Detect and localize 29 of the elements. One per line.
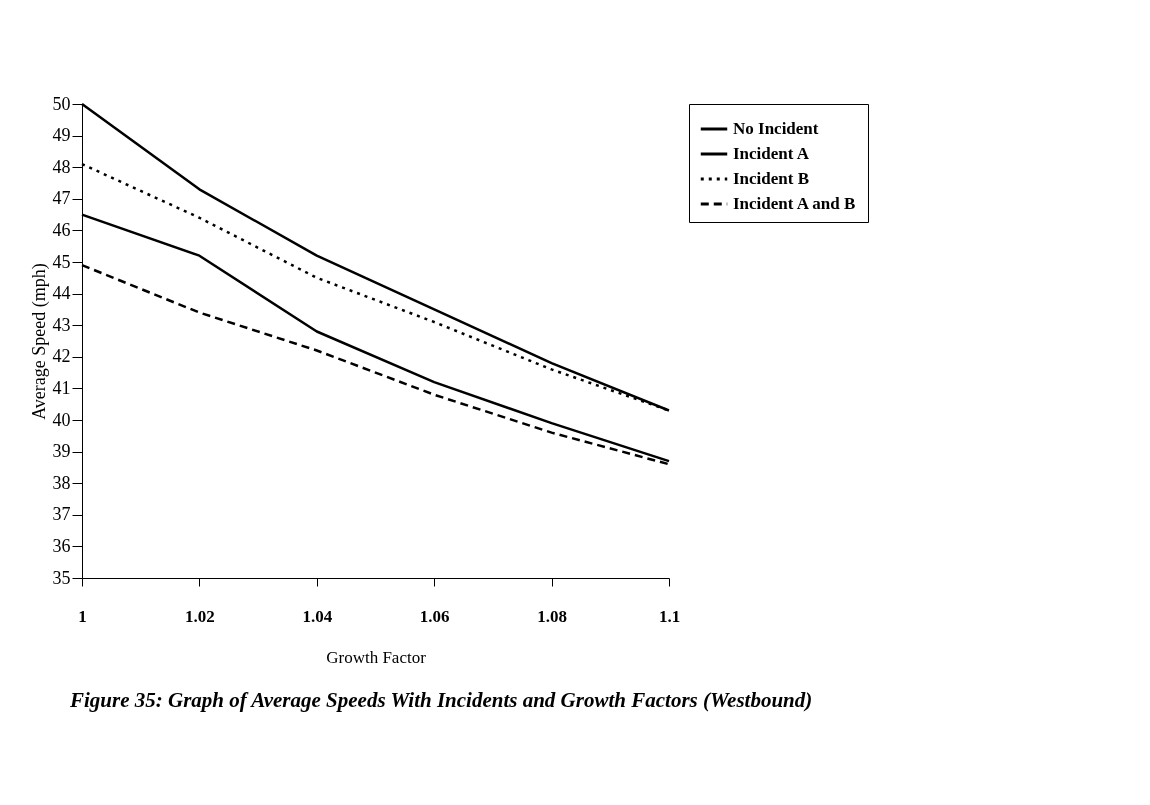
y-tick-label: 36 <box>52 535 71 556</box>
legend-label: Incident B <box>733 169 810 188</box>
y-tick-label: 45 <box>52 251 71 272</box>
y-tick-label: 46 <box>52 219 71 240</box>
legend-label: No Incident <box>733 119 819 138</box>
y-tick-label: 40 <box>52 409 71 430</box>
y-tick-label: 42 <box>52 346 71 367</box>
y-tick-label: 48 <box>52 156 71 177</box>
x-tick-label: 1.06 <box>419 606 450 626</box>
y-tick-label: 50 <box>52 93 71 114</box>
y-tick-label: 35 <box>52 567 71 588</box>
y-tick-label: 37 <box>52 504 71 525</box>
x-axis-title: Growth Factor <box>326 647 427 667</box>
y-tick-label: 47 <box>52 188 71 209</box>
y-tick-label: 44 <box>52 283 71 304</box>
legend-label: Incident A and B <box>733 194 856 213</box>
x-tick-label: 1.1 <box>658 606 681 626</box>
legend-label: Incident A <box>733 144 810 163</box>
x-tick-label: 1.04 <box>302 606 333 626</box>
y-tick-label: 41 <box>52 377 71 398</box>
x-tick-label: 1.08 <box>537 606 567 626</box>
x-tick-label: 1.02 <box>185 606 215 626</box>
y-tick-label: 39 <box>52 441 71 462</box>
y-axis-title: Average Speed (mph) <box>28 263 50 420</box>
y-tick-label: 38 <box>52 472 71 493</box>
text: Figure 35: Graph of Average Speeds With Incidents and Growth Factors (Westbound) <box>69 688 813 712</box>
y-tick-label: 49 <box>52 125 71 146</box>
y-tick-label: 43 <box>52 314 71 335</box>
x-tick-label: 1 <box>78 606 87 626</box>
